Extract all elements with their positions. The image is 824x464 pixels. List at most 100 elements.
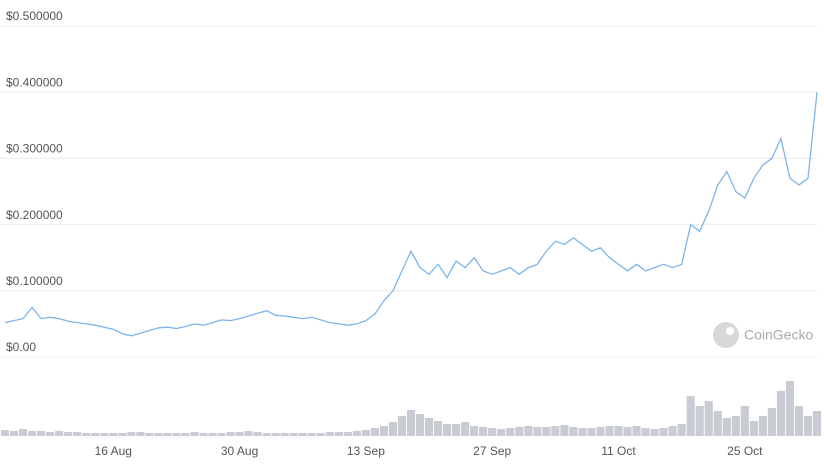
y-tick-label: $0.200000 xyxy=(6,208,63,222)
volume-bar xyxy=(18,429,28,436)
volume-bar xyxy=(46,432,55,436)
volume-bar xyxy=(370,428,379,436)
volume-bar xyxy=(82,433,91,436)
volume-bar xyxy=(506,428,515,436)
volume-bar xyxy=(794,406,804,436)
volume-bar xyxy=(307,433,316,436)
x-tick-label: 27 Sep xyxy=(473,444,511,458)
volume-bar xyxy=(524,426,533,436)
volume-bar xyxy=(262,433,271,436)
volume-bar xyxy=(361,430,370,436)
volume-bar xyxy=(289,433,298,436)
volume-bar xyxy=(199,433,208,436)
volume-bar xyxy=(614,426,623,436)
volume-bar xyxy=(271,433,280,436)
volume-bar xyxy=(235,432,244,436)
volume-bar xyxy=(343,432,352,436)
volume-bar xyxy=(605,426,614,436)
volume-bar xyxy=(397,416,407,436)
volume-bar xyxy=(37,431,46,436)
volume-bar xyxy=(479,427,488,436)
volume-bar xyxy=(244,431,253,436)
volume-bar xyxy=(325,432,334,436)
volume-bar xyxy=(127,432,136,436)
volume-bar xyxy=(0,430,10,436)
volume-bar xyxy=(190,432,199,436)
volume-bar xyxy=(280,433,289,436)
volume-bar xyxy=(551,426,560,436)
y-tick-label: $0.400000 xyxy=(6,75,63,89)
volume-bar xyxy=(560,425,569,436)
volume-bar xyxy=(758,416,767,436)
volume-bar xyxy=(497,429,506,436)
volume-bar xyxy=(713,411,722,436)
volume-bar xyxy=(298,433,307,436)
y-tick-label: $0.100000 xyxy=(6,274,63,288)
volume-bar xyxy=(91,433,100,436)
volume-bar xyxy=(388,422,398,436)
volume-bar xyxy=(352,431,361,436)
x-tick-label: 11 Oct xyxy=(601,444,636,458)
volume-bar xyxy=(686,396,695,436)
volume-bar xyxy=(109,433,118,436)
volume-bar xyxy=(415,414,425,436)
volume-bar xyxy=(731,416,740,436)
volume-bar xyxy=(785,381,794,436)
volume-bar xyxy=(470,426,479,436)
volume-bar xyxy=(461,422,470,436)
volume-bar xyxy=(596,427,605,436)
y-tick-label: $0.300000 xyxy=(6,142,63,156)
watermark: CoinGecko xyxy=(713,322,813,348)
volume-bar xyxy=(722,418,731,436)
y-tick-label: $0.500000 xyxy=(6,9,63,23)
volume-bar xyxy=(803,416,813,436)
x-tick-label: 30 Aug xyxy=(221,444,258,458)
volume-bar xyxy=(208,433,217,436)
volume-bar xyxy=(136,432,145,436)
volume-bar xyxy=(776,391,785,436)
volume-bar xyxy=(488,428,497,436)
watermark-logo xyxy=(713,322,739,348)
volume-bar xyxy=(623,427,632,436)
volume-bar xyxy=(749,421,758,436)
volume-bar xyxy=(650,429,659,436)
price-line xyxy=(4,92,818,337)
volume-bar xyxy=(641,428,650,436)
volume-bar xyxy=(154,433,163,436)
volume-bar xyxy=(253,432,262,436)
x-tick-label: 16 Aug xyxy=(95,444,132,458)
volume-bar xyxy=(100,433,109,436)
volume-bar xyxy=(163,433,172,436)
volume-bar xyxy=(569,427,578,436)
volume-bar xyxy=(632,426,641,436)
volume-bar xyxy=(55,431,64,436)
volume-bar xyxy=(379,426,388,436)
volume-bar xyxy=(587,428,596,436)
volume-bar xyxy=(217,433,226,436)
y-tick-label: $0.00 xyxy=(6,340,36,354)
volume-bar xyxy=(452,424,461,436)
volume-bar xyxy=(73,432,82,436)
volume-bar xyxy=(181,433,190,436)
volume-bar xyxy=(659,428,668,436)
volume-bar xyxy=(695,406,704,436)
volume-bar xyxy=(64,432,73,436)
volume-bar xyxy=(424,418,434,436)
volume-bar xyxy=(542,427,551,436)
x-tick-label: 25 Oct xyxy=(727,444,763,458)
volume-bar xyxy=(334,432,343,436)
volume-bar xyxy=(172,433,181,436)
volume-bar xyxy=(28,431,37,436)
volume-bar xyxy=(118,433,127,436)
volume-bar xyxy=(704,401,713,436)
volume-bar xyxy=(406,410,416,436)
watermark-text: CoinGecko xyxy=(744,327,813,343)
volume-bar xyxy=(578,428,587,436)
volume-bar xyxy=(443,424,452,436)
volume-bar xyxy=(515,427,524,436)
volume-bar xyxy=(9,431,19,436)
volume-bar xyxy=(740,406,749,436)
volume-bar xyxy=(812,411,822,436)
x-tick-label: 13 Sep xyxy=(347,444,385,458)
